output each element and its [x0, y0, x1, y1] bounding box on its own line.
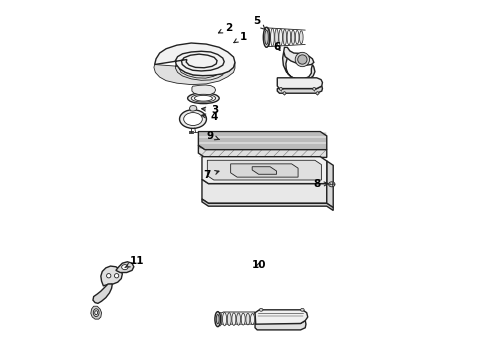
Ellipse shape — [218, 312, 222, 326]
Ellipse shape — [283, 92, 286, 95]
Polygon shape — [284, 47, 314, 65]
Ellipse shape — [300, 309, 304, 311]
Ellipse shape — [295, 52, 310, 67]
Ellipse shape — [222, 312, 226, 326]
Polygon shape — [93, 284, 112, 303]
Text: 3: 3 — [202, 105, 218, 115]
Polygon shape — [192, 85, 216, 95]
Text: 8: 8 — [314, 179, 328, 189]
Ellipse shape — [179, 110, 206, 129]
Ellipse shape — [191, 94, 216, 102]
Ellipse shape — [122, 265, 128, 270]
Ellipse shape — [329, 184, 331, 185]
Ellipse shape — [287, 30, 291, 45]
Ellipse shape — [283, 30, 287, 45]
Ellipse shape — [93, 309, 99, 317]
Ellipse shape — [279, 29, 282, 45]
Polygon shape — [277, 86, 322, 93]
Ellipse shape — [246, 314, 250, 325]
Text: 2: 2 — [219, 23, 232, 33]
Ellipse shape — [329, 182, 335, 187]
Ellipse shape — [333, 184, 334, 185]
Ellipse shape — [250, 314, 254, 325]
Polygon shape — [255, 310, 308, 324]
Text: 6: 6 — [273, 42, 281, 51]
Polygon shape — [198, 145, 327, 157]
Ellipse shape — [107, 274, 111, 278]
Polygon shape — [116, 262, 134, 273]
Ellipse shape — [263, 27, 270, 47]
Polygon shape — [255, 320, 306, 330]
Polygon shape — [277, 78, 322, 89]
Ellipse shape — [216, 315, 219, 324]
Ellipse shape — [241, 313, 245, 325]
Polygon shape — [283, 51, 315, 80]
Ellipse shape — [291, 30, 295, 44]
Polygon shape — [327, 161, 333, 208]
Polygon shape — [190, 105, 197, 111]
Text: 4: 4 — [202, 112, 218, 122]
Ellipse shape — [232, 313, 236, 325]
Polygon shape — [202, 157, 327, 184]
Ellipse shape — [115, 274, 119, 278]
Polygon shape — [231, 164, 298, 177]
Ellipse shape — [298, 55, 307, 64]
Ellipse shape — [259, 309, 263, 311]
Ellipse shape — [227, 313, 231, 325]
Text: 10: 10 — [251, 260, 266, 270]
Polygon shape — [155, 43, 235, 76]
Ellipse shape — [279, 87, 282, 90]
Ellipse shape — [237, 313, 241, 325]
Text: 9: 9 — [206, 131, 219, 141]
Polygon shape — [207, 160, 321, 180]
Ellipse shape — [275, 29, 278, 46]
Ellipse shape — [270, 28, 274, 46]
Polygon shape — [198, 132, 327, 149]
Ellipse shape — [316, 92, 319, 95]
Ellipse shape — [295, 31, 299, 44]
Polygon shape — [154, 62, 235, 85]
Ellipse shape — [299, 31, 303, 44]
Polygon shape — [202, 199, 333, 211]
Ellipse shape — [267, 28, 270, 46]
Ellipse shape — [265, 30, 269, 44]
Ellipse shape — [184, 113, 202, 126]
Text: 11: 11 — [125, 256, 145, 267]
Ellipse shape — [313, 87, 316, 90]
Text: 1: 1 — [234, 32, 247, 42]
Ellipse shape — [95, 311, 98, 315]
Ellipse shape — [215, 312, 221, 327]
Polygon shape — [252, 167, 276, 174]
Polygon shape — [101, 266, 122, 286]
Text: 5: 5 — [253, 17, 265, 30]
Text: 7: 7 — [204, 170, 219, 180]
Polygon shape — [202, 179, 327, 203]
Ellipse shape — [195, 95, 212, 101]
Polygon shape — [220, 312, 255, 324]
Polygon shape — [91, 306, 101, 319]
Ellipse shape — [188, 93, 219, 104]
